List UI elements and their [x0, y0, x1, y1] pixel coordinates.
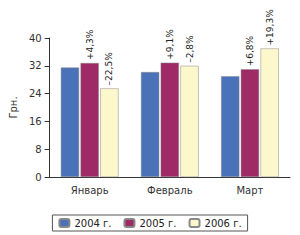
svg-text:–22,5%: –22,5% [104, 52, 114, 86]
svg-text:Грн.: Грн. [8, 96, 19, 118]
svg-text:32: 32 [29, 60, 42, 71]
svg-text:8: 8 [35, 144, 41, 155]
svg-text:2004 г.: 2004 г. [74, 218, 111, 229]
svg-text:16: 16 [29, 116, 42, 127]
svg-text:40: 40 [29, 33, 42, 44]
svg-text:+6,8%: +6,8% [245, 35, 255, 66]
svg-text:2006 г.: 2006 г. [205, 218, 242, 229]
svg-text:0: 0 [35, 172, 41, 183]
svg-text:Январь: Январь [71, 185, 109, 196]
svg-text:24: 24 [29, 88, 42, 99]
svg-text:+19,3%: +19,3% [265, 9, 275, 46]
svg-text:–2,8%: –2,8% [185, 35, 195, 63]
svg-text:+9,1%: +9,1% [165, 29, 175, 60]
svg-text:Февраль: Февраль [147, 185, 193, 196]
svg-text:+4,3%: +4,3% [85, 29, 95, 60]
svg-text:2005 г.: 2005 г. [139, 218, 176, 229]
svg-text:Март: Март [236, 185, 263, 196]
